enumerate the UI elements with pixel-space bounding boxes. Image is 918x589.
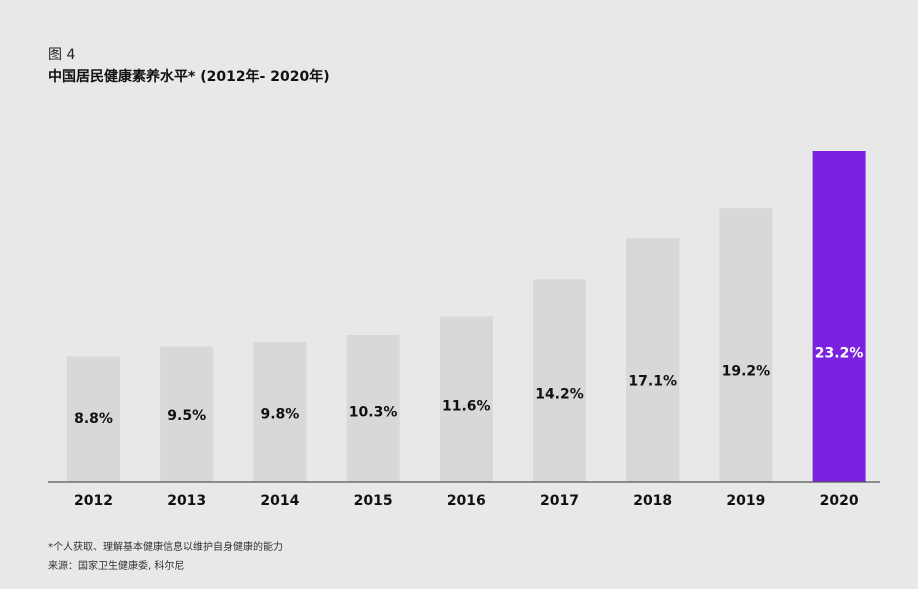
bar-2016 xyxy=(439,316,493,482)
value-label-2015: 10.3% xyxy=(349,404,398,420)
bar-2018 xyxy=(626,238,680,482)
x-tick-2013: 2013 xyxy=(167,493,206,509)
x-tick-2017: 2017 xyxy=(540,493,579,509)
bar-2013 xyxy=(160,346,214,482)
bar-chart: 8.8% 2012 9.5% 2013 9.8% 2014 10.3% 2015 11.6% 20… xyxy=(48,151,880,509)
figure-label: 图 4 xyxy=(48,47,76,63)
value-label-2016: 11.6% xyxy=(442,398,491,414)
bar-2020 xyxy=(812,151,866,482)
value-label-2019: 19.2% xyxy=(722,364,771,380)
bar-2015 xyxy=(346,335,400,482)
value-label-2020: 23.2% xyxy=(815,346,864,362)
footnote-source: 来源：国家卫生健康委, 科尔尼 xyxy=(48,561,185,572)
x-tick-2019: 2019 xyxy=(726,493,765,509)
x-tick-2016: 2016 xyxy=(447,493,486,509)
footnote-definition: *个人获取、理解基本健康信息以维护自身健康的能力 xyxy=(48,542,283,553)
bar-2017 xyxy=(533,279,586,482)
bar-2019 xyxy=(719,208,773,482)
x-tick-2018: 2018 xyxy=(633,493,672,509)
bar-2012 xyxy=(67,356,120,482)
value-label-2012: 8.8% xyxy=(74,411,113,427)
value-label-2013: 9.5% xyxy=(167,408,206,424)
x-tick-2015: 2015 xyxy=(354,493,393,509)
chart-title: 中国居民健康素养水平* (2012年- 2020年) xyxy=(48,69,330,85)
x-tick-2012: 2012 xyxy=(74,493,113,509)
x-tick-2020: 2020 xyxy=(820,493,859,509)
value-label-2014: 9.8% xyxy=(260,407,299,423)
x-tick-2014: 2014 xyxy=(260,493,299,509)
bar-2014 xyxy=(253,342,307,482)
value-label-2018: 17.1% xyxy=(628,373,677,389)
value-label-2017: 14.2% xyxy=(535,387,584,403)
